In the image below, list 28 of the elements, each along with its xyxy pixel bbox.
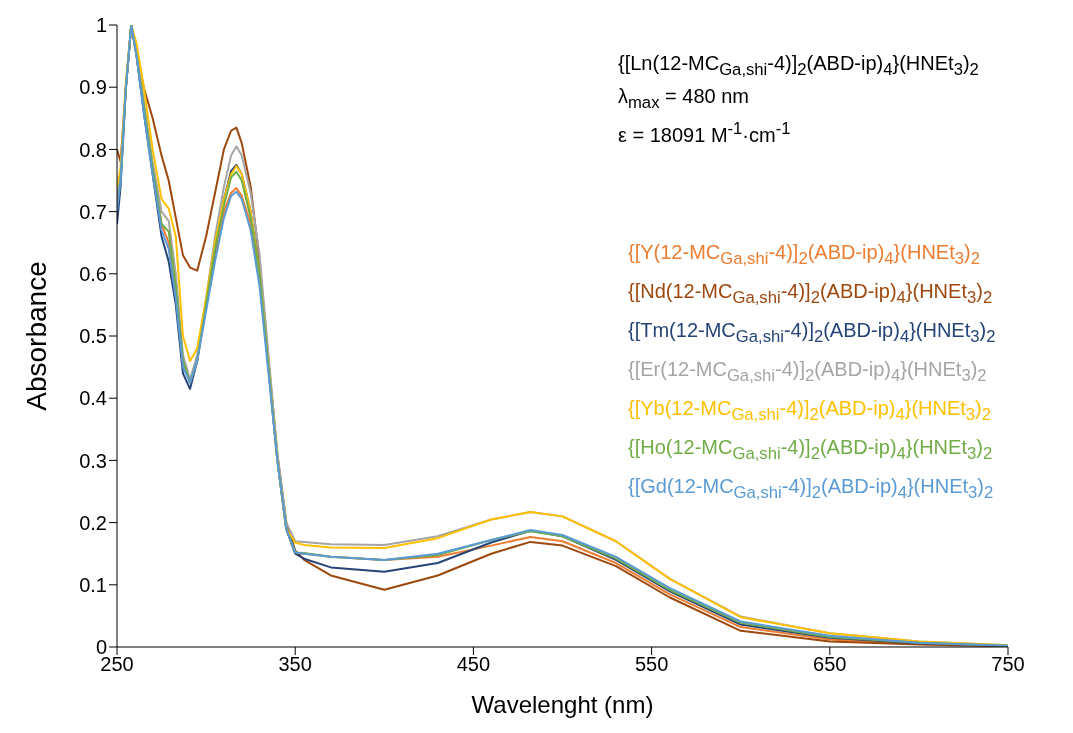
y-axis-title: Absorbance: [20, 261, 52, 411]
x-tick-label: 350: [278, 653, 312, 676]
x-tick-label: 450: [456, 653, 491, 676]
text: {[Ho(12-MC$_{Ga,shi}$-4)]$_{2}$(ABD-ip)$_{4}$}(HNEt$_{3}$)$_{2}$: [628, 436, 993, 463]
y-tick-label: 0.2: [79, 511, 107, 534]
x-tick-label: 550: [634, 653, 669, 676]
y-tick-label: 0.1: [79, 573, 107, 596]
y-tick-label: 1: [95, 14, 107, 37]
text: {[Nd(12-MC$_{Ga,shi}$-4)]$_{2}$(ABD-ip)$_{4}$}(HNEt$_{3}$)$_{2}$: [628, 280, 993, 307]
text: {[Er(12-MC$_{Ga,shi}$-4)]$_{2}$(ABD-ip)$_{4}$}(HNEt$_{3}$)$_{2}$: [628, 358, 987, 385]
text: {[Gd(12-MC$_{Ga,shi}$-4)]$_{2}$(ABD-ip)$_{4}$}(HNEt$_{3}$)$_{2}$: [628, 475, 994, 502]
y-tick-label: 0.6: [79, 262, 107, 285]
y-tick-label: 0.9: [79, 76, 107, 99]
y-tick-label: 0.4: [79, 387, 107, 410]
annotation: ε = 18091 M$^{-1}$·cm$^{-1}$: [618, 118, 792, 148]
annotation: λ$_{max}$ = 480 nm: [618, 84, 750, 114]
text: {[Ln(12-MC$_{Ga,shi}$-4)]$_{2}$(ABD-ip)$_{4}$}(HNEt$_{3}$)$_{2}$: [618, 52, 979, 79]
x-tick-label: 650: [813, 653, 847, 676]
y-tick-label: 0.7: [79, 200, 107, 223]
x-tick-label: 750: [991, 653, 1025, 676]
text: {[Yb(12-MC$_{Ga,shi}$-4)]$_{2}$(ABD-ip)$_{4}$}(HNEt$_{3}$)$_{2}$: [628, 397, 992, 424]
y-tick-label: 0.5: [79, 325, 107, 348]
x-axis-title: Wavelenght (nm): [471, 691, 654, 718]
y-tick-label: 0.3: [79, 449, 107, 472]
x-tick-label: 250: [100, 653, 134, 676]
text: {[Tm(12-MC$_{Ga,shi}$-4)]$_{2}$(ABD-ip)$_{4}$}(HNEt$_{3}$)$_{2}$: [628, 319, 996, 346]
text: {[Y(12-MC$_{Ga,shi}$-4)]$_{2}$(ABD-ip)$_{4}$}(HNEt$_{3}$)$_{2}$: [628, 241, 980, 268]
y-tick-label: 0.8: [79, 138, 107, 161]
